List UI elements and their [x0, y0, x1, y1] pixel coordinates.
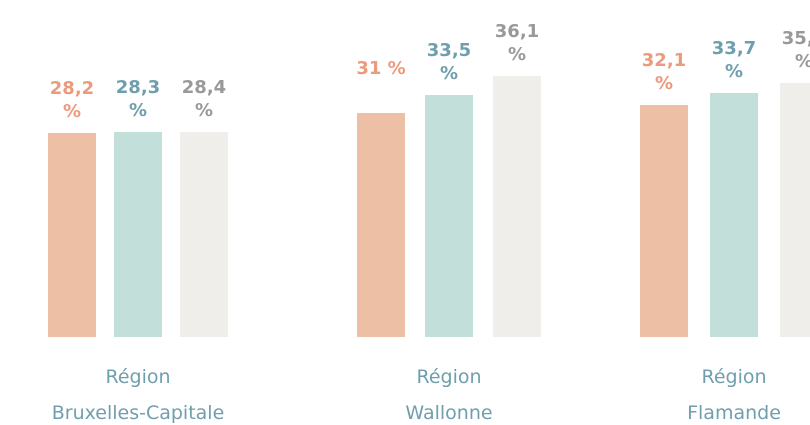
bar — [710, 93, 758, 337]
value-label: 33,5 % — [426, 39, 472, 84]
category-label: Région — [105, 366, 171, 388]
bar — [640, 104, 688, 337]
bar — [114, 132, 162, 337]
value-label: 28,3 % — [115, 77, 161, 122]
bar — [180, 131, 228, 337]
value-label: 31 % — [356, 57, 406, 79]
category-label: Région — [701, 366, 767, 388]
value-label: 35,2 % — [781, 27, 810, 72]
value-label: 33,7 % — [711, 38, 757, 83]
bar — [357, 112, 405, 337]
category-label: Région — [416, 366, 482, 388]
bar — [425, 94, 473, 337]
value-label: 36,1 % — [494, 20, 540, 65]
bar — [493, 75, 541, 337]
bar — [48, 133, 96, 337]
value-label: 28,4 % — [181, 76, 227, 121]
category-label: Flamande — [687, 402, 781, 424]
category-label: Wallonne — [405, 402, 493, 424]
value-label: 32,1 % — [641, 49, 687, 94]
bar — [780, 82, 810, 337]
value-label: 28,2 % — [49, 78, 95, 123]
category-label: Bruxelles-Capitale — [51, 402, 225, 424]
